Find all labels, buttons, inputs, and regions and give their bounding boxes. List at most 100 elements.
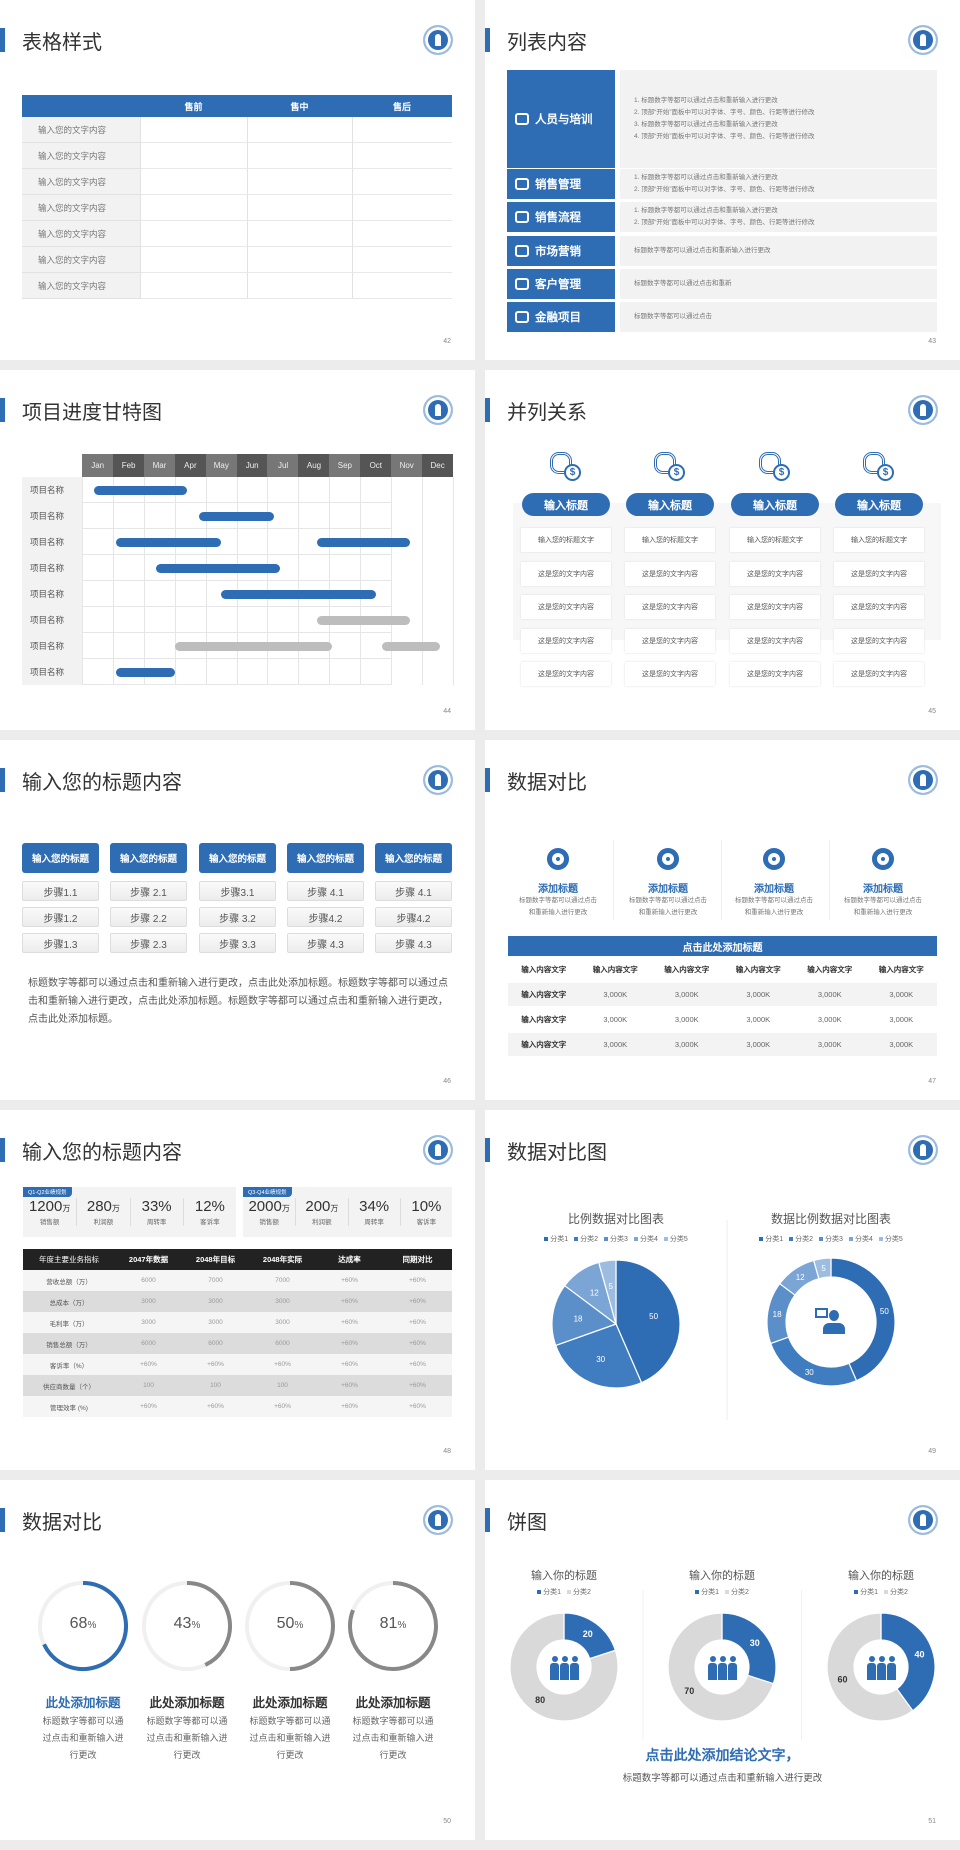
step-box[interactable]: 步骤 2.1 xyxy=(110,881,187,901)
table-cell[interactable] xyxy=(247,169,352,195)
step-box[interactable]: 步骤 4.1 xyxy=(375,881,452,901)
gantt-bar[interactable] xyxy=(316,615,410,625)
pie-slice-分类2 xyxy=(826,1612,914,1722)
step-box[interactable]: 步骤 3.2 xyxy=(199,907,276,927)
gantt-bar[interactable] xyxy=(199,511,274,521)
table-cell[interactable] xyxy=(140,117,247,143)
step-box[interactable]: 步骤1.2 xyxy=(22,907,99,927)
legend-item[interactable]: 分类1 xyxy=(854,1587,878,1597)
step-box[interactable]: 步骤1.3 xyxy=(22,933,99,953)
step-box[interactable]: 步骤 3.3 xyxy=(199,933,276,953)
step-heading[interactable]: 输入您的标题 xyxy=(22,843,99,873)
gantt-bar[interactable] xyxy=(115,537,222,547)
table-cell[interactable] xyxy=(140,169,247,195)
slide-45[interactable]: 并列关系 45 $ 输入标题 输入您的标题文字 这是您的文字内容 这是您的文字内容 这是您的文… xyxy=(485,370,960,730)
slide-42[interactable]: 表格样式 42 售前 售中 售后 输入您的文字内容 输入您的文字内容 输入您的文字内容 输入您的… xyxy=(0,0,475,360)
step-box[interactable]: 步骤3.1 xyxy=(199,881,276,901)
legend-item[interactable]: 分类4 xyxy=(633,1234,658,1244)
legend-item[interactable]: 分类4 xyxy=(848,1234,873,1244)
legend-item[interactable]: 分类5 xyxy=(878,1234,903,1244)
conclusion-text[interactable]: 点击此处添加结论文字， xyxy=(645,1747,800,1763)
table-cell[interactable] xyxy=(140,195,247,221)
card-title[interactable]: 添加标题 xyxy=(863,884,903,895)
legend-item[interactable]: 分类1 xyxy=(695,1587,719,1597)
legend-item[interactable]: 分类2 xyxy=(567,1587,591,1597)
table-cell[interactable] xyxy=(352,273,452,299)
slide-48[interactable]: 输入您的标题内容 48 Q1-Q2业绩规划 1200万 销售额 280万 利润额 33% 周转率… xyxy=(0,1110,475,1470)
list-item-6[interactable]: 金融项目 xyxy=(507,302,615,332)
card-title[interactable]: 添加标题 xyxy=(648,884,688,895)
legend-item[interactable]: 分类1 xyxy=(537,1587,561,1597)
table-cell[interactable] xyxy=(352,195,452,221)
list-item-3[interactable]: 销售流程 xyxy=(507,202,615,232)
slide-46[interactable]: 输入您的标题内容 46 输入您的标题 步骤1.1 步骤1.2 步骤1.3 输入您的标题 步骤 … xyxy=(0,740,475,1100)
slide-title: 饼图 xyxy=(507,1512,547,1534)
table-title-band[interactable]: 点击此处添加标题 xyxy=(508,936,937,956)
table-cell[interactable] xyxy=(247,273,352,299)
legend-item[interactable]: 分类3 xyxy=(819,1234,843,1244)
step-heading[interactable]: 输入您的标题 xyxy=(199,843,276,873)
legend-item[interactable]: 分类2 xyxy=(789,1234,813,1244)
step-heading[interactable]: 输入您的标题 xyxy=(110,843,187,873)
gantt-bar[interactable] xyxy=(94,485,188,495)
column-heading-pill[interactable]: 输入标题 xyxy=(835,493,923,516)
slide-44[interactable]: 项目进度甘特图 44 Jan Feb Mar Apr May Jun Jul Aug Sep Oct N… xyxy=(0,370,475,730)
slide-49[interactable]: 数据对比图 49 50 30 18 12 5 50 30 18 12 5 比例数据对比图表 分类1 分类2 分… xyxy=(485,1110,960,1470)
table-cell[interactable] xyxy=(247,195,352,221)
ring-title[interactable]: 此处添加标题 xyxy=(355,1696,431,1710)
slide-47[interactable]: 数据对比 47 添加标题 标题数字等都可以通过点击和重新输入进行更改 添加标题 标题数字等… xyxy=(485,740,960,1100)
column-heading-pill[interactable]: 输入标题 xyxy=(626,493,714,516)
ring-title[interactable]: 此处添加标题 xyxy=(149,1696,225,1710)
step-heading[interactable]: 输入您的标题 xyxy=(375,843,452,873)
table-cell[interactable] xyxy=(352,169,452,195)
gantt-bar[interactable] xyxy=(174,641,333,651)
ring-title[interactable]: 此处添加标题 xyxy=(45,1696,121,1710)
slide-51[interactable]: 饼图 51 20 80 30 70 40 60 输入你的标题 分类1 分类2 输入你的标题 分类1 分类2… xyxy=(485,1480,960,1840)
list-item-4[interactable]: 市场营销 xyxy=(507,236,615,266)
step-box[interactable]: 步骤 4.3 xyxy=(287,933,364,953)
card-title[interactable]: 添加标题 xyxy=(754,884,794,895)
gantt-bar[interactable] xyxy=(316,537,410,547)
table-cell[interactable] xyxy=(140,221,247,247)
column-heading-pill[interactable]: 输入标题 xyxy=(522,493,610,516)
card-title[interactable]: 添加标题 xyxy=(538,884,578,895)
gantt-bar[interactable] xyxy=(115,667,175,677)
legend-item[interactable]: 分类3 xyxy=(604,1234,628,1244)
step-box[interactable]: 步骤4.2 xyxy=(375,907,452,927)
gantt-bar[interactable] xyxy=(221,589,376,599)
column-heading-pill[interactable]: 输入标题 xyxy=(731,493,819,516)
gantt-row-label: 项目名称 xyxy=(22,555,82,581)
slide-50[interactable]: 数据对比 50 68% 此处添加标题 标题数字等都可以通过点击和重新输入进行更改 43% 此… xyxy=(0,1480,475,1840)
table-cell[interactable] xyxy=(247,247,352,273)
step-box[interactable]: 步骤 2.2 xyxy=(110,907,187,927)
gantt-bar[interactable] xyxy=(381,641,441,651)
legend-item[interactable]: 分类2 xyxy=(574,1234,598,1244)
list-item-2[interactable]: 销售管理 xyxy=(507,169,615,199)
table-cell[interactable] xyxy=(140,143,247,169)
legend-item[interactable]: 分类5 xyxy=(663,1234,688,1244)
step-heading[interactable]: 输入您的标题 xyxy=(287,843,364,873)
legend-item[interactable]: 分类1 xyxy=(544,1234,568,1244)
ring-title[interactable]: 此处添加标题 xyxy=(252,1696,328,1710)
legend-item[interactable]: 分类2 xyxy=(884,1587,908,1597)
table-cell[interactable] xyxy=(352,247,452,273)
table-cell[interactable] xyxy=(140,273,247,299)
table-cell[interactable] xyxy=(352,221,452,247)
step-box[interactable]: 步骤 2.3 xyxy=(110,933,187,953)
gantt-bar[interactable] xyxy=(156,563,280,573)
step-box[interactable]: 步骤4.2 xyxy=(287,907,364,927)
step-box[interactable]: 步骤 4.3 xyxy=(375,933,452,953)
table-cell[interactable] xyxy=(247,117,352,143)
table-cell[interactable] xyxy=(352,117,452,143)
list-item-5[interactable]: 客户管理 xyxy=(507,269,615,299)
legend-item[interactable]: 分类1 xyxy=(759,1234,783,1244)
legend-item[interactable]: 分类2 xyxy=(725,1587,749,1597)
table-cell[interactable] xyxy=(247,221,352,247)
table-cell[interactable] xyxy=(352,143,452,169)
table-cell[interactable] xyxy=(140,247,247,273)
list-item-1[interactable]: 人员与培训 xyxy=(507,70,615,168)
table-cell[interactable] xyxy=(247,143,352,169)
step-box[interactable]: 步骤1.1 xyxy=(22,881,99,901)
step-box[interactable]: 步骤 4.1 xyxy=(287,881,364,901)
slide-43[interactable]: 列表内容 43 人员与培训 1. 标题数字等都可以通过点击和重新输入进行更改 2. 顶部… xyxy=(485,0,960,360)
